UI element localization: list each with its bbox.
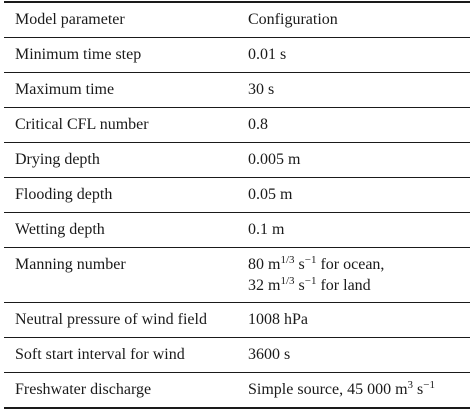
param-text: Wetting depth bbox=[15, 221, 105, 238]
param-cell: Drying depth bbox=[4, 143, 248, 178]
value-cell: 0.05 m bbox=[248, 178, 470, 213]
value-cell: 0.1 m bbox=[248, 213, 470, 248]
table-row: Soft start interval for wind 3600 s bbox=[4, 338, 470, 373]
exponent: −1 bbox=[304, 275, 317, 287]
manning-land-line: 32 m1/3 s−1 for land bbox=[248, 275, 470, 296]
value-cell: Simple source, 45 000 m3 s−1 bbox=[248, 373, 470, 409]
param-cell: Wetting depth bbox=[4, 213, 248, 248]
param-cell: Critical CFL number bbox=[4, 108, 248, 143]
value-cell: 1008 hPa bbox=[248, 303, 470, 338]
table-row: Wetting depth 0.1 m bbox=[4, 213, 470, 248]
unit-s: s bbox=[294, 277, 305, 294]
header-col2-text: Configuration bbox=[248, 11, 338, 28]
table-row: Manning number 80 m1/3 s−1 for ocean, 32… bbox=[4, 248, 470, 303]
manning-value: 80 m1/3 s−1 for ocean, 32 m1/3 s−1 for l… bbox=[248, 248, 470, 302]
table-row: Critical CFL number 0.8 bbox=[4, 108, 470, 143]
exponent: 1/3 bbox=[280, 254, 295, 266]
exponent: −1 bbox=[304, 254, 317, 266]
manning-land-tail: for land bbox=[316, 277, 371, 294]
value-text: 0.01 s bbox=[248, 46, 287, 63]
value-text: 0.8 bbox=[248, 116, 268, 133]
value-text: 0.05 m bbox=[248, 186, 293, 203]
exponent: −1 bbox=[423, 379, 435, 391]
header-configuration: Configuration bbox=[248, 2, 470, 38]
unit-s: s bbox=[413, 381, 424, 398]
param-cell: Soft start interval for wind bbox=[4, 338, 248, 373]
unit-s: s bbox=[294, 256, 305, 273]
param-cell: Manning number bbox=[4, 248, 248, 303]
param-text: Drying depth bbox=[15, 151, 100, 168]
header-model-parameter: Model parameter bbox=[4, 2, 248, 38]
exponent: 1/3 bbox=[280, 275, 295, 287]
param-text: Critical CFL number bbox=[15, 116, 149, 133]
model-parameter-table: Model parameter Configuration Minimum ti… bbox=[4, 1, 470, 409]
param-text: Minimum time step bbox=[15, 46, 142, 63]
freshwater-value: Simple source, 45 000 m3 s−1 bbox=[248, 373, 470, 407]
param-cell: Minimum time step bbox=[4, 38, 248, 73]
manning-ocean-num: 80 m bbox=[248, 256, 281, 273]
param-text: Maximum time bbox=[15, 81, 115, 98]
exponent: 3 bbox=[407, 379, 414, 391]
manning-ocean-tail: for ocean, bbox=[316, 256, 385, 273]
parameter-table-container: Model parameter Configuration Minimum ti… bbox=[4, 1, 470, 408]
value-cell: 80 m1/3 s−1 for ocean, 32 m1/3 s−1 for l… bbox=[248, 248, 470, 303]
param-cell: Flooding depth bbox=[4, 178, 248, 213]
header-col1-text: Model parameter bbox=[15, 11, 125, 28]
table-row: Drying depth 0.005 m bbox=[4, 143, 470, 178]
value-cell: 0.8 bbox=[248, 108, 470, 143]
value-cell: 3600 s bbox=[248, 338, 470, 373]
value-text: 1008 hPa bbox=[248, 311, 308, 328]
value-cell: 0.005 m bbox=[248, 143, 470, 178]
table-header-row: Model parameter Configuration bbox=[4, 2, 470, 38]
manning-ocean-line: 80 m1/3 s−1 for ocean, bbox=[248, 254, 470, 275]
param-text: Flooding depth bbox=[15, 186, 113, 203]
manning-land-num: 32 m bbox=[248, 277, 281, 294]
param-cell: Freshwater discharge bbox=[4, 373, 248, 409]
value-text: 0.005 m bbox=[248, 151, 301, 168]
table-row: Flooding depth 0.05 m bbox=[4, 178, 470, 213]
param-cell: Neutral pressure of wind field bbox=[4, 303, 248, 338]
table-row: Minimum time step 0.01 s bbox=[4, 38, 470, 73]
param-text: Manning number bbox=[15, 256, 126, 273]
value-text: 30 s bbox=[248, 81, 275, 98]
param-text: Soft start interval for wind bbox=[15, 346, 185, 363]
param-text: Freshwater discharge bbox=[15, 381, 152, 398]
param-cell: Maximum time bbox=[4, 73, 248, 108]
freshwater-prefix: Simple source, 45 000 m bbox=[248, 381, 408, 398]
param-text: Neutral pressure of wind field bbox=[15, 311, 207, 328]
value-text: 0.1 m bbox=[248, 221, 285, 238]
table-row: Maximum time 30 s bbox=[4, 73, 470, 108]
table-row: Neutral pressure of wind field 1008 hPa bbox=[4, 303, 470, 338]
value-cell: 0.01 s bbox=[248, 38, 470, 73]
value-text: 3600 s bbox=[248, 346, 291, 363]
value-cell: 30 s bbox=[248, 73, 470, 108]
table-row: Freshwater discharge Simple source, 45 0… bbox=[4, 373, 470, 409]
